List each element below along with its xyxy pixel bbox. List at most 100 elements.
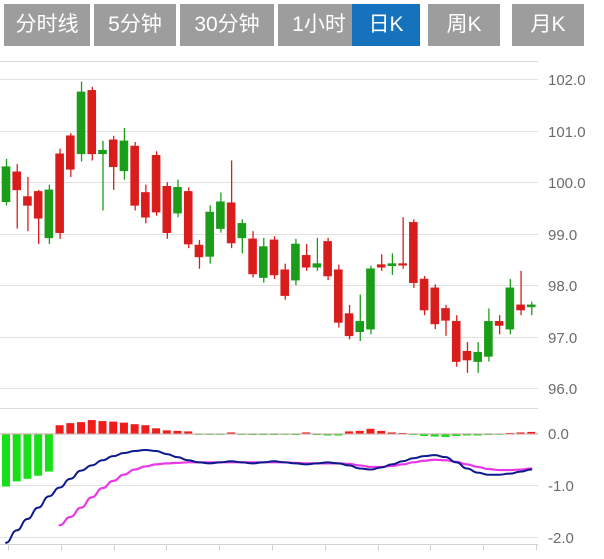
macd-bar xyxy=(162,430,171,434)
candle xyxy=(76,81,86,162)
candle xyxy=(23,177,32,232)
candle xyxy=(119,128,129,180)
period-tab-5[interactable]: 周K xyxy=(428,4,500,46)
candle xyxy=(87,86,97,161)
macd-bar xyxy=(430,433,439,437)
candle xyxy=(451,315,461,367)
macd-bar xyxy=(516,432,525,434)
macd-bar xyxy=(355,430,364,434)
candle xyxy=(66,133,75,177)
candle xyxy=(473,341,482,373)
macd-bar xyxy=(420,433,429,437)
macd-bar xyxy=(77,422,86,434)
candle xyxy=(312,237,322,271)
macd-bar xyxy=(119,422,128,434)
candle xyxy=(33,189,43,245)
candle xyxy=(484,308,493,362)
candle xyxy=(366,265,375,335)
candle xyxy=(323,237,332,281)
candle xyxy=(280,263,290,300)
candle xyxy=(44,184,54,245)
candle xyxy=(226,160,236,249)
candle xyxy=(526,301,536,316)
macd-bar xyxy=(366,428,375,434)
macd-bar xyxy=(55,425,64,434)
candle xyxy=(237,219,247,254)
candle xyxy=(355,294,365,341)
candlestick-plot[interactable]: 102.0 101.0 100.0 99.0 98.0 97.0 96.0 xyxy=(0,61,604,409)
macd-bar xyxy=(66,423,75,434)
svg-text:102.0: 102.0 xyxy=(548,72,586,89)
macd-chart-panel[interactable]: 0.0 -1.0 -2.0 xyxy=(0,418,604,552)
candle xyxy=(462,341,472,373)
macd-bar xyxy=(473,433,482,436)
macd-bar xyxy=(227,432,236,434)
macd-dif-line xyxy=(5,448,533,544)
svg-text:97.0: 97.0 xyxy=(548,330,577,347)
macd-bar xyxy=(334,433,343,436)
svg-text:96.0: 96.0 xyxy=(548,381,577,398)
macd-bar xyxy=(377,430,386,434)
candle xyxy=(108,135,118,190)
candle xyxy=(334,264,343,328)
candle xyxy=(194,239,204,269)
candle xyxy=(12,164,22,229)
candle xyxy=(151,151,161,216)
candle xyxy=(387,253,397,275)
svg-text:98.0: 98.0 xyxy=(548,278,577,295)
macd-bar xyxy=(184,431,193,434)
candle xyxy=(409,219,418,288)
macd-bar xyxy=(109,421,118,434)
macd-bar xyxy=(12,433,21,482)
candle xyxy=(398,217,407,269)
macd-bar xyxy=(34,433,43,476)
candle xyxy=(430,284,440,330)
price-chart-panel[interactable]: 102.0 101.0 100.0 99.0 98.0 97.0 96.0 xyxy=(0,61,604,409)
period-tab-bar: 分时线 5分钟 30分钟 1小时 日K 周K 月K xyxy=(0,0,604,52)
svg-text:0.0: 0.0 xyxy=(548,426,569,443)
candle xyxy=(441,304,450,336)
svg-text:-2.0: -2.0 xyxy=(548,530,574,547)
macd-bar xyxy=(441,433,450,438)
candle xyxy=(1,158,11,206)
candle xyxy=(141,184,150,224)
candle xyxy=(494,315,504,335)
candle xyxy=(505,279,515,335)
period-tab-6[interactable]: 月K xyxy=(512,4,584,46)
macd-bar xyxy=(141,425,150,434)
period-tab-1[interactable]: 5分钟 xyxy=(94,4,176,46)
period-tab-3[interactable]: 1小时 xyxy=(278,4,360,46)
svg-text:-1.0: -1.0 xyxy=(548,478,574,495)
macd-bar xyxy=(527,431,536,434)
candle xyxy=(419,275,429,316)
candle xyxy=(248,231,257,278)
macd-bar xyxy=(152,428,161,434)
candle xyxy=(55,148,64,239)
macd-bar xyxy=(173,430,182,434)
period-tab-2[interactable]: 30分钟 xyxy=(180,4,274,46)
macd-bar xyxy=(302,432,311,434)
macd-bar xyxy=(345,431,354,434)
macd-dea-line xyxy=(58,458,533,527)
macd-bar xyxy=(98,421,107,434)
svg-text:101.0: 101.0 xyxy=(548,124,586,141)
candle xyxy=(98,140,107,211)
candle xyxy=(344,304,354,340)
period-tab-4[interactable]: 日K xyxy=(352,4,420,46)
candle xyxy=(162,182,172,239)
macd-bar xyxy=(387,432,396,434)
candle xyxy=(301,244,311,271)
period-tab-0[interactable]: 分时线 xyxy=(4,4,90,46)
macd-bar xyxy=(323,433,332,436)
candle xyxy=(183,187,193,249)
svg-text:99.0: 99.0 xyxy=(548,227,577,244)
macd-bar xyxy=(44,433,53,472)
candle xyxy=(258,237,268,283)
candle xyxy=(291,238,300,286)
macd-plot[interactable]: 0.0 -1.0 -2.0 xyxy=(0,418,604,552)
macd-bar xyxy=(87,420,96,434)
macd-bar xyxy=(23,433,32,479)
candle xyxy=(205,205,214,264)
macd-bar xyxy=(130,424,139,434)
